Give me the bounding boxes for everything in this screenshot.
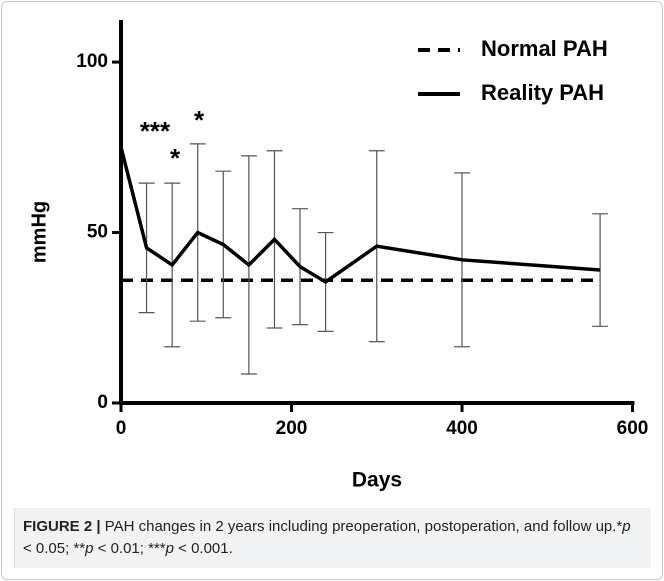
caption-text: p (622, 518, 631, 535)
y-tick-label: 50 (87, 222, 108, 243)
x-tick-label: 600 (617, 418, 649, 439)
caption-text: p (165, 540, 174, 557)
caption-text: p (85, 540, 94, 557)
chart: mmHg Days 0 50 100 0 200 400 600 Normal PAH Real… (28, 20, 649, 492)
caption-label: FIGURE 2 | (23, 518, 101, 535)
y-tick-label: 0 (97, 392, 108, 413)
caption-text: < 0.01; *** (93, 540, 166, 557)
x-tick-label: 400 (446, 418, 478, 439)
x-tick-label: 0 (116, 418, 127, 439)
significance-mark: *** (140, 116, 171, 146)
caption-box: FIGURE 2 | PAH changes in 2 years includ… (14, 508, 651, 568)
significance-mark: * (170, 143, 181, 173)
caption-text: < 0.001. (173, 540, 233, 557)
y-tick-label: 100 (76, 51, 108, 72)
legend-label: Reality PAH (481, 80, 604, 105)
x-tick-label: 200 (276, 418, 308, 439)
series-line (119, 146, 601, 285)
x-axis-label: Days (352, 469, 402, 492)
caption: FIGURE 2 | PAH changes in 2 years includ… (23, 516, 633, 560)
significance-mark: * (194, 105, 205, 135)
legend-label: Normal PAH (481, 36, 608, 61)
y-axis-label: mmHg (28, 201, 50, 263)
caption-text: PAH changes in 2 years including preoper… (100, 518, 623, 535)
caption-text: < 0.05; ** (23, 540, 86, 557)
